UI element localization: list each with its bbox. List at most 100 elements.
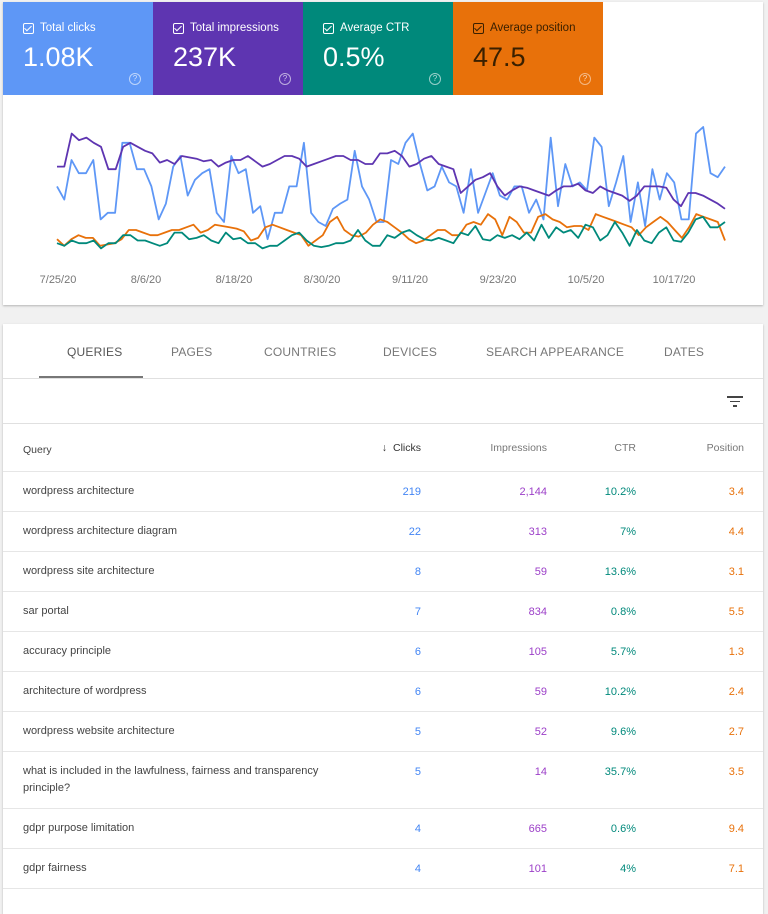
table-row[interactable]: wordpress architecture diagram 22 313 7% 4.4 <box>3 512 763 552</box>
query-cell: accuracy principle <box>23 645 112 657</box>
x-tick-label: 9/23/20 <box>480 274 517 286</box>
metric-label: Total impressions <box>190 22 279 34</box>
position-cell: 2.4 <box>728 686 744 698</box>
impressions-cell: 14 <box>534 766 547 778</box>
tab-search-appearance[interactable]: SEARCH APPEARANCE <box>486 345 625 359</box>
table-header: Query ↓ Clicks Impressions CTR Position <box>3 424 763 472</box>
query-cell: wordpress architecture diagram <box>23 525 178 537</box>
impressions-cell: 52 <box>534 726 547 738</box>
table-toolbar <box>3 379 763 424</box>
clicks-cell: 4 <box>414 823 421 835</box>
impressions-cell: 313 <box>528 526 547 538</box>
ctr-cell: 35.7% <box>604 766 636 778</box>
query-cell: gdpr purpose limitation <box>23 822 135 834</box>
query-cell: architecture of wordpress <box>23 685 147 697</box>
metric-total-clicks[interactable]: Total clicks 1.08K ? <box>3 2 153 95</box>
filter-icon[interactable] <box>727 396 743 410</box>
metric-value: 1.08K <box>23 42 94 72</box>
help-icon[interactable]: ? <box>129 73 141 85</box>
series-line-1 <box>57 132 726 210</box>
table-row[interactable]: wordpress site architecture 8 59 13.6% 3.1 <box>3 552 763 592</box>
clicks-cell: 6 <box>414 686 421 698</box>
impressions-cell: 101 <box>528 863 547 875</box>
tab-pages[interactable]: PAGES <box>171 345 213 359</box>
position-cell: 3.1 <box>728 566 744 578</box>
tab-queries[interactable]: QUERIES <box>67 345 123 359</box>
tab-countries[interactable]: COUNTRIES <box>264 345 337 359</box>
impressions-cell: 59 <box>534 686 547 698</box>
table-row[interactable]: accuracy principle 6 105 5.7% 1.3 <box>3 632 763 672</box>
table-row[interactable]: what is included in the lawfulness, fair… <box>3 752 763 809</box>
ctr-cell: 10.2% <box>604 686 636 698</box>
checkbox-icon[interactable] <box>323 22 334 34</box>
position-cell: 3.4 <box>728 486 744 498</box>
metric-label: Average position <box>490 22 576 34</box>
tab-bar: QUERIES PAGES COUNTRIES DEVICES SEARCH A… <box>3 324 763 379</box>
help-icon[interactable]: ? <box>579 73 591 85</box>
checkbox-icon[interactable] <box>23 22 34 34</box>
query-cell: wordpress website architecture <box>23 725 175 737</box>
table-row[interactable]: wordpress architecture 219 2,144 10.2% 3.4 <box>3 472 763 512</box>
ctr-cell: 10.2% <box>604 486 636 498</box>
ctr-cell: 13.6% <box>604 566 636 578</box>
checkbox-icon[interactable] <box>173 22 184 34</box>
metric-average-position[interactable]: Average position 47.5 ? <box>453 2 603 95</box>
sort-down-arrow-icon: ↓ <box>381 442 387 454</box>
impressions-cell: 665 <box>528 823 547 835</box>
series-line-0 <box>56 126 726 241</box>
x-tick-label: 8/6/20 <box>131 274 162 286</box>
query-cell: wordpress architecture <box>23 485 135 497</box>
metric-value: 0.5% <box>323 42 385 72</box>
performance-card: Total clicks 1.08K ? Total impressions 2… <box>3 2 763 305</box>
query-cell: sar portal <box>23 605 69 617</box>
table-row[interactable]: architecture of wordpress 6 59 10.2% 2.4 <box>3 672 763 712</box>
position-cell: 5.5 <box>728 606 744 618</box>
help-icon[interactable]: ? <box>429 73 441 85</box>
position-cell: 4.4 <box>728 526 744 538</box>
position-cell: 7.1 <box>728 863 744 875</box>
active-tab-indicator <box>39 376 143 378</box>
table-row[interactable]: gdpr fairness 4 101 4% 7.1 <box>3 849 763 889</box>
query-cell: wordpress site architecture <box>23 565 155 577</box>
metric-value: 237K <box>173 42 237 72</box>
clicks-cell: 5 <box>414 726 421 738</box>
table-row[interactable]: gdpr purpose limitation 4 665 0.6% 9.4 <box>3 809 763 849</box>
x-tick-label: 10/17/20 <box>653 274 696 286</box>
table-row[interactable]: wordpress website architecture 5 52 9.6% 2.7 <box>3 712 763 752</box>
clicks-cell: 7 <box>414 606 421 618</box>
x-tick-label: 10/5/20 <box>568 274 605 286</box>
ctr-cell: 4% <box>620 863 636 875</box>
header-ctr[interactable]: CTR <box>614 442 636 454</box>
x-tick-label: 8/30/20 <box>304 274 341 286</box>
ctr-cell: 5.7% <box>610 646 636 658</box>
series-line-2 <box>56 213 726 247</box>
metric-average-ctr[interactable]: Average CTR 0.5% ? <box>303 2 453 95</box>
position-cell: 3.5 <box>728 766 744 778</box>
ctr-cell: 7% <box>620 526 636 538</box>
series-line-3 <box>56 215 726 250</box>
metric-value: 47.5 <box>473 42 526 72</box>
clicks-cell: 6 <box>414 646 421 658</box>
header-query[interactable]: Query <box>23 444 52 456</box>
clicks-cell: 5 <box>414 766 421 778</box>
ctr-cell: 0.6% <box>610 823 636 835</box>
ctr-cell: 0.8% <box>610 606 636 618</box>
header-position[interactable]: Position <box>706 442 744 454</box>
table-row[interactable]: sar portal 7 834 0.8% 5.5 <box>3 592 763 632</box>
position-cell: 9.4 <box>728 823 744 835</box>
header-impressions[interactable]: Impressions <box>490 442 547 454</box>
impressions-cell: 59 <box>534 566 547 578</box>
header-clicks[interactable]: ↓ Clicks <box>382 442 421 454</box>
data-table-card: QUERIES PAGES COUNTRIES DEVICES SEARCH A… <box>3 324 763 914</box>
tab-dates[interactable]: DATES <box>664 345 705 359</box>
position-cell: 1.3 <box>728 646 744 658</box>
metric-total-impressions[interactable]: Total impressions 237K ? <box>153 2 303 95</box>
impressions-cell: 834 <box>528 606 547 618</box>
help-icon[interactable]: ? <box>279 73 291 85</box>
performance-chart[interactable]: 7/25/20 8/6/20 8/18/20 8/30/20 9/11/20 9/23/2… <box>3 102 763 302</box>
impressions-cell: 105 <box>528 646 547 658</box>
checkbox-icon[interactable] <box>473 22 484 34</box>
metric-label: Total clicks <box>40 22 96 34</box>
tab-devices[interactable]: DEVICES <box>383 345 438 359</box>
ctr-cell: 9.6% <box>610 726 636 738</box>
